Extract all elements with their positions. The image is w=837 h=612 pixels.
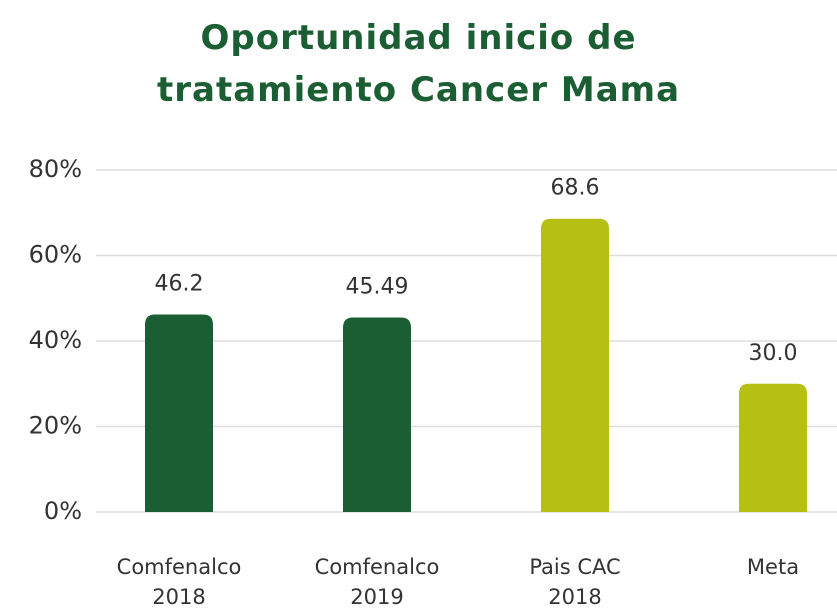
x-tick-label: Pais CAC 2018 (529, 555, 621, 609)
chart-title: Oportunidad inicio de tratamiento Cancer… (156, 18, 681, 110)
bar (739, 383, 807, 512)
x-tick-label: Comfenalco 2018 (116, 555, 242, 609)
bar (343, 317, 411, 512)
bar (541, 218, 609, 513)
y-tick-label: 40% (29, 326, 82, 354)
y-tick-label: 60% (29, 241, 82, 269)
data-label: 46.2 (155, 271, 204, 296)
x-tick-label: Comfenalco 2019 (314, 555, 440, 609)
title-box: Oportunidad inicio de tratamiento Cancer… (0, 12, 837, 116)
x-tick-label: Meta (746, 555, 800, 579)
y-tick-label: 80% (29, 155, 82, 183)
data-label: 68.6 (551, 176, 600, 201)
bar (145, 314, 213, 512)
y-tick-label: 20% (29, 412, 82, 440)
data-label: 45.49 (346, 275, 409, 300)
data-label: 30.0 (749, 341, 798, 366)
y-tick-label: 0% (44, 497, 82, 525)
